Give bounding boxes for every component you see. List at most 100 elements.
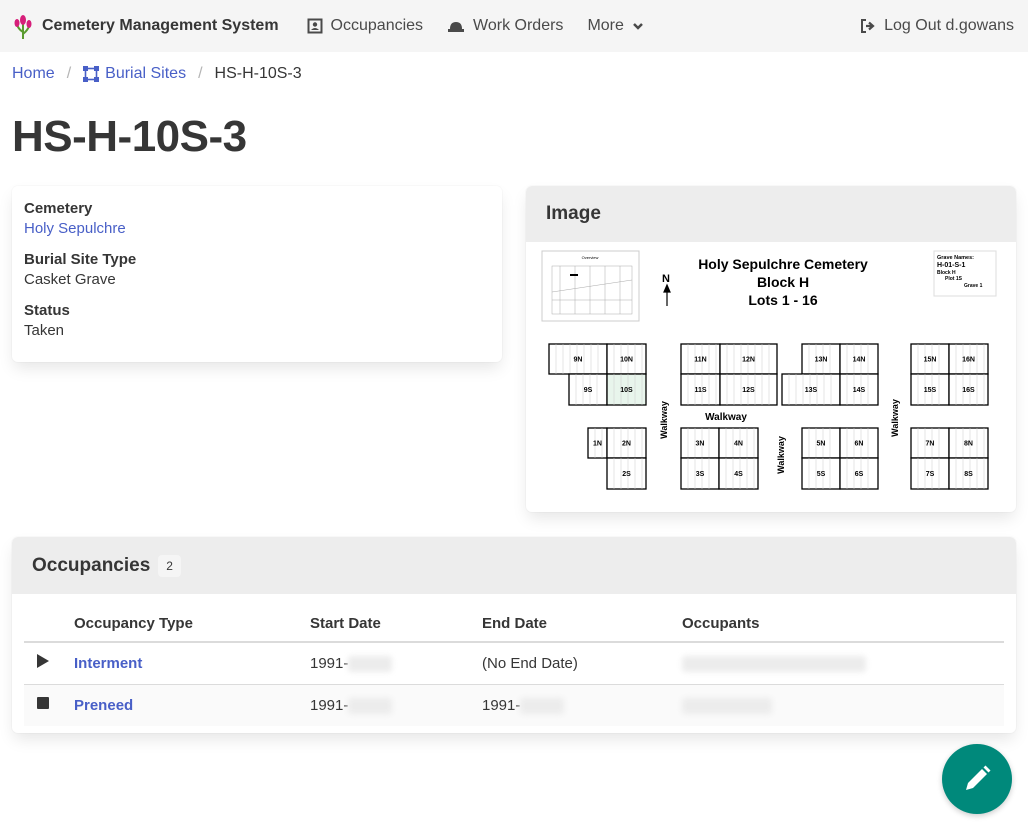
lot-outline [948, 457, 989, 490]
occupancy-link[interactable]: Preneed [74, 696, 134, 714]
pencil-icon [966, 765, 991, 790]
lot-6s: 6S [839, 457, 879, 490]
breadcrumb-home[interactable]: Home [12, 65, 55, 82]
lot-7s: 7S [910, 457, 950, 490]
nav-work-orders[interactable]: Work Orders [447, 17, 563, 35]
map-lots: Lots 1 - 16 [748, 292, 817, 308]
nav-occupancies[interactable]: Occupancies [307, 17, 424, 35]
lot-label: 10N [620, 357, 633, 364]
legend-line: H-01-S-1 [937, 262, 966, 269]
lot-label: 10S [620, 387, 633, 394]
redacted-occupant [682, 655, 866, 672]
lot-label: 14S [853, 387, 866, 394]
lot-14n: 14N [839, 343, 879, 375]
breadcrumb: Home / Burial Sites / HS-H-10S-3 [12, 65, 302, 83]
lot-label: 8N [964, 441, 973, 448]
lot-label: 3S [696, 471, 705, 478]
nav-label: Occupancies [330, 17, 424, 34]
lot-label: 5N [817, 441, 826, 448]
map-title: Holy Sepulchre Cemetery [698, 256, 868, 272]
lot-outline [680, 373, 721, 406]
walkway-label: Walkway [705, 412, 747, 423]
lot-label: 12S [742, 387, 755, 394]
lot-outline [781, 373, 841, 406]
lot-label: 16N [962, 357, 975, 364]
redacted-date [520, 697, 565, 714]
lot-label: 4S [734, 471, 743, 478]
logout-button[interactable]: Log Out d.gowans [860, 0, 1014, 52]
lot-outline [839, 457, 879, 490]
start-date: 1991- [310, 642, 482, 685]
lot-label: 15N [924, 357, 937, 364]
lot-outline [606, 457, 647, 490]
column-header: Occupants [682, 606, 1004, 643]
lot-10s: 10S [606, 373, 647, 406]
lot-outline [606, 427, 647, 459]
breadcrumb-burial-sites[interactable]: Burial Sites [83, 65, 186, 83]
lot-5s: 5S [801, 457, 841, 490]
details-card: Cemetery Holy Sepulchre Burial Site Type… [12, 186, 502, 362]
lot-outline [606, 343, 647, 375]
navbar: Cemetery Management System Occupancies W… [0, 0, 1028, 52]
lot-label: 5S [817, 471, 826, 478]
column-header: Start Date [310, 606, 482, 643]
start-date-text: 1991- [310, 696, 349, 714]
edit-button[interactable] [942, 744, 1012, 814]
redacted-date [348, 697, 393, 714]
lot-15n: 15N [910, 343, 950, 375]
legend-line: Plot 1S [945, 276, 963, 282]
nav-more-dropdown[interactable]: More [587, 17, 643, 35]
lot-outline [839, 343, 879, 375]
burial-site-map: Overview N Holy Sepulchre Cemetery Block… [541, 250, 997, 490]
lot-label: 9S [584, 387, 593, 394]
image-card: Image Overview N Holy Sepulchre Cemetery… [526, 186, 1016, 512]
brand-name: Cemetery Management System [42, 17, 279, 34]
lot-10n: 10N [606, 343, 647, 375]
icon-column [24, 606, 74, 643]
lot-outline [839, 373, 879, 406]
logout-label: Log Out d.gowans [884, 17, 1014, 34]
lot-15s: 15S [910, 373, 950, 406]
lot-label: 13S [805, 387, 818, 394]
lot-outline [948, 373, 989, 406]
occupants [682, 642, 1004, 685]
page-title: HS-H-10S-3 [12, 112, 247, 161]
lot-7n: 7N [910, 427, 950, 459]
lot-label: 6S [855, 471, 864, 478]
occupants [682, 684, 1004, 726]
lot-4n: 4N [718, 427, 759, 459]
lot-label: 14N [853, 357, 866, 364]
lot-label: 13N [815, 357, 828, 364]
north-arrow-icon [663, 283, 671, 306]
occupancies-title: Occupancies [32, 554, 151, 576]
overview-label: Overview [582, 255, 599, 260]
lot-6n: 6N [839, 427, 879, 459]
brand-link[interactable]: Cemetery Management System [14, 12, 279, 40]
lot-5n: 5N [801, 427, 841, 459]
breadcrumb-label: Burial Sites [105, 65, 187, 82]
lot-1n: 1N [587, 427, 608, 459]
overview-thumbnail: Overview [541, 250, 640, 322]
cemetery-link[interactable]: Holy Sepulchre [24, 220, 126, 237]
column-header: Occupancy Type [74, 606, 310, 643]
occupancy-link[interactable]: Interment [74, 654, 143, 672]
breadcrumb-separator: / [66, 65, 72, 82]
lot-outline [948, 343, 989, 375]
lot-13n: 13N [801, 343, 841, 375]
end-date: (No End Date) [482, 642, 682, 685]
redacted-date [348, 655, 393, 672]
lot-9n: 9N [548, 343, 608, 375]
lot-label: 11N [694, 357, 706, 364]
end-date: 1991- [482, 684, 682, 726]
lot-11s: 11S [680, 373, 721, 406]
lot-2n: 2N [606, 427, 647, 459]
lot-4s: 4S [718, 457, 759, 490]
lot-label: 15S [924, 387, 937, 394]
lot-12n: 12N [719, 343, 778, 375]
lot-16n: 16N [948, 343, 989, 375]
column-header: End Date [482, 606, 682, 643]
redacted-occupant [682, 697, 772, 714]
grave-names-legend: Grave Names: H-01-S-1 Block H Plot 1S Gr… [933, 250, 997, 297]
lot-label: 1N [593, 441, 602, 448]
lot-label: 7N [926, 441, 935, 448]
